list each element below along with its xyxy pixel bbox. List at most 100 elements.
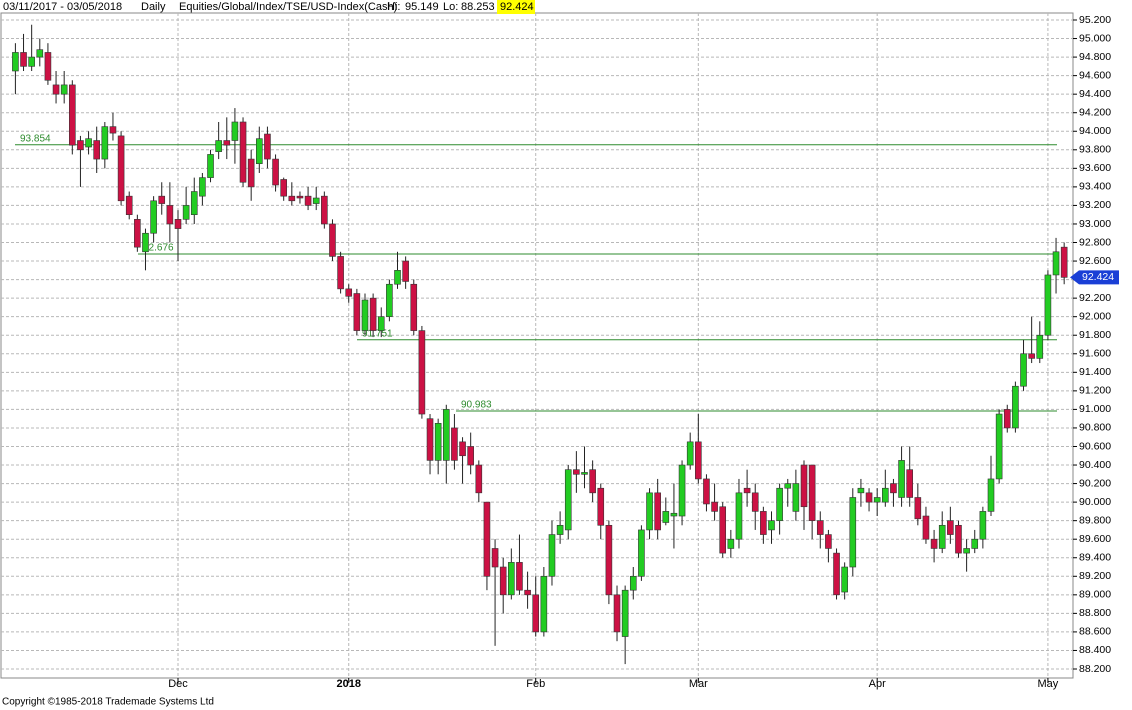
candle-body (109, 126, 117, 134)
candle-body (548, 534, 556, 577)
candle-body (85, 138, 92, 148)
candle-body (833, 552, 840, 596)
candle-body (760, 511, 767, 535)
candle-body (410, 283, 418, 331)
candle-body (36, 49, 44, 58)
candle-body (906, 469, 914, 498)
candle-body (849, 497, 857, 568)
candle-body (751, 492, 759, 512)
y-tick-label: 93.200 (1079, 199, 1111, 211)
candle-body (60, 84, 68, 95)
candle-body (255, 138, 263, 165)
candle-body (873, 497, 881, 503)
candle-body (1003, 409, 1011, 429)
candle-body (467, 446, 474, 466)
candle-body (288, 195, 296, 202)
y-tick-label: 89.800 (1079, 514, 1111, 526)
y-tick-label: 94.600 (1079, 69, 1111, 81)
candle-body (703, 478, 710, 505)
y-tick-label: 89.200 (1079, 570, 1111, 582)
candle-body (321, 195, 328, 225)
candle-body (711, 501, 718, 512)
plot-frame (0, 12, 1074, 679)
y-tick-label: 90.600 (1079, 440, 1111, 452)
candle-body (621, 589, 629, 637)
candle-body (841, 566, 848, 593)
header-period: Daily (141, 1, 166, 13)
level-label: 90.983 (461, 400, 492, 411)
candle-body (735, 492, 743, 540)
candle-body (231, 121, 239, 141)
y-tick-label: 91.600 (1079, 348, 1111, 360)
candle-body (77, 140, 84, 151)
candle-body (1036, 334, 1044, 359)
candle-body (264, 133, 271, 160)
last-price-label: 92.424 (1082, 271, 1114, 283)
candle-body (101, 126, 109, 160)
y-tick-label: 89.000 (1079, 589, 1111, 601)
y-tick-label: 92.800 (1079, 236, 1111, 248)
candle-body (654, 492, 661, 531)
candle-body (613, 594, 621, 633)
candle-body (296, 195, 304, 199)
candle-body (1052, 251, 1060, 276)
y-tick-label: 93.400 (1079, 181, 1111, 193)
y-tick-label: 89.400 (1079, 552, 1111, 564)
candle-body (857, 487, 865, 494)
candle-body (646, 492, 653, 531)
candle-body (524, 589, 531, 596)
candle-body (597, 487, 605, 526)
candle-body (581, 472, 588, 475)
candle-body (987, 478, 995, 512)
x-tick-label: Dec (168, 678, 188, 690)
candle-body (280, 179, 287, 197)
candle-body (930, 538, 938, 549)
candle-body (272, 158, 279, 186)
candle-body (369, 297, 377, 331)
candle-body (792, 483, 800, 512)
candle-body (247, 158, 255, 188)
header-hi-label: Hi: (387, 1, 400, 13)
candle-body (418, 330, 426, 415)
y-tick-label: 95.200 (1079, 14, 1111, 26)
candle-body (166, 205, 174, 225)
candle-body (353, 293, 361, 331)
candle-body (890, 483, 897, 494)
x-tick-label: Mar (689, 678, 708, 690)
x-tick-label: 2018 (336, 678, 360, 690)
candle-body (491, 548, 499, 568)
y-tick-label: 94.000 (1079, 125, 1111, 137)
candle-body (638, 529, 645, 577)
candle-body (784, 483, 792, 489)
candle-body (1044, 274, 1052, 336)
y-tick-label: 88.600 (1079, 626, 1111, 638)
candle-body (605, 524, 613, 596)
candle-body (898, 460, 905, 498)
candle-body (1028, 353, 1035, 359)
candle-body (442, 409, 450, 461)
candle-body (825, 534, 832, 549)
candle-body (199, 177, 206, 197)
y-tick-label: 92.200 (1079, 292, 1111, 304)
y-tick-label: 93.600 (1079, 162, 1111, 174)
candle-body (1012, 385, 1019, 429)
candle-body (670, 512, 678, 517)
candle-body (955, 524, 962, 554)
level-label: 92.676 (143, 243, 174, 254)
candle-body (686, 441, 694, 466)
candle-body (475, 464, 483, 494)
y-tick-label: 91.400 (1079, 366, 1111, 378)
candle-body (556, 524, 564, 535)
last-price-marker (1070, 270, 1119, 285)
candle-body (52, 84, 60, 95)
last-highlight (497, 0, 535, 14)
candle-body (239, 121, 247, 183)
candle-body (125, 195, 133, 216)
candle-body (914, 497, 922, 520)
y-tick-label: 90.200 (1079, 477, 1111, 489)
candle-body (190, 191, 198, 215)
candle-body (995, 413, 1003, 480)
candle-body (223, 140, 231, 146)
candle-body (629, 575, 637, 591)
candle-body (377, 316, 385, 331)
